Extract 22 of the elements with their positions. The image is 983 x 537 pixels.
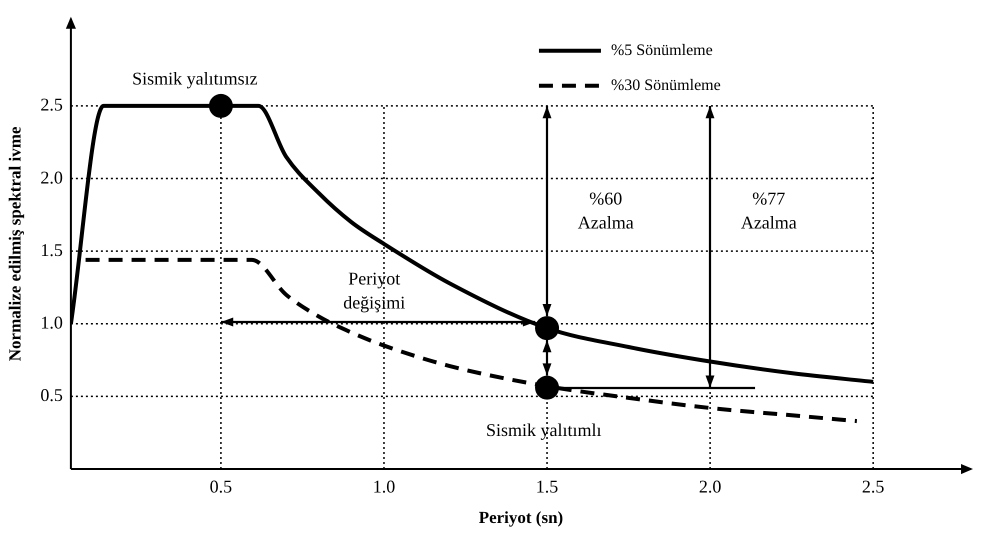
x-tick-label: 2.0	[698, 476, 722, 497]
annotation: %60 Azalma	[578, 188, 634, 233]
y-tick-label: 1.0	[40, 312, 63, 333]
annotation: Periyot değişimi	[343, 268, 406, 313]
y-tick-label: 2.0	[40, 167, 63, 188]
x-axis-title: Periyot (sn)	[478, 508, 564, 528]
x-tick-label: 0.5	[210, 476, 232, 497]
legend-label: %5 Sönümleme	[610, 42, 713, 60]
point	[535, 376, 560, 400]
y-axis-title: Normalize edilmiş spektral ivme	[6, 126, 25, 362]
point	[535, 316, 560, 340]
annotation: Sismik yalıtımlı	[486, 420, 602, 440]
x-tick-label: 1.0	[372, 476, 396, 497]
legend-label: %30 Sönümleme	[610, 77, 721, 94]
x-tick-label: 2.5	[862, 476, 884, 497]
annotation: Sismik yalıtımsız	[132, 68, 258, 89]
y-tick-label: 2.5	[40, 94, 63, 115]
y-tick-label: 0.5	[40, 385, 63, 406]
point	[208, 94, 233, 118]
y-tick-label: 1.5	[40, 240, 63, 260]
x-tick-label: 1.5	[536, 476, 558, 497]
annotation: %77 Azalma	[740, 188, 797, 233]
